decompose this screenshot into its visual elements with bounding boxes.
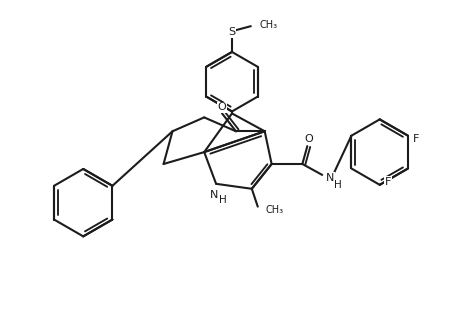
Text: O: O <box>218 102 226 112</box>
Text: N: N <box>210 190 218 200</box>
Text: S: S <box>229 27 235 37</box>
Text: F: F <box>385 177 391 187</box>
Text: O: O <box>304 134 313 144</box>
Text: H: H <box>219 195 227 205</box>
Text: CH₃: CH₃ <box>266 205 284 215</box>
Text: F: F <box>413 134 420 144</box>
Text: CH₃: CH₃ <box>260 20 278 30</box>
Text: N: N <box>326 173 334 183</box>
Text: H: H <box>334 180 342 190</box>
